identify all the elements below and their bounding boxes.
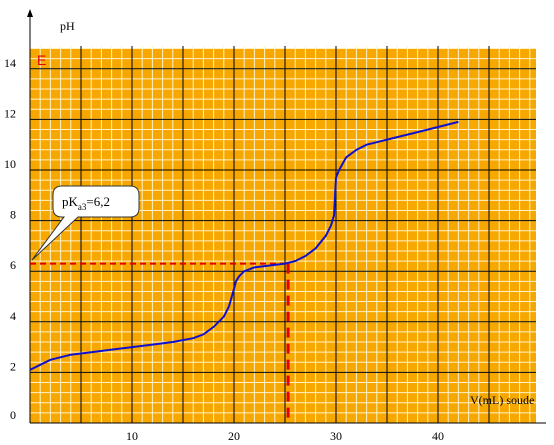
y-tick-label: 12 [4,106,16,120]
point-label-e: E [37,52,46,68]
pka-annotation: pKa3=6,2 [62,194,110,212]
y-axis-label: pH [60,19,75,33]
y-tick-label: 14 [4,56,16,70]
x-tick-label: 20 [228,429,240,443]
plot-area [30,48,536,423]
grid-major [30,46,536,423]
y-tick-label: 8 [10,208,16,222]
y-tick-label: 4 [10,309,16,323]
callout-bubble [31,185,140,261]
y-tick-label: 10 [4,157,16,171]
y-tick-label: 0 [10,408,16,422]
y-axis-arrow [27,9,33,17]
y-tick-label: 6 [10,258,16,272]
x-axis-label: V(mL) soude [470,393,534,407]
x-tick-label: 30 [330,429,342,443]
x-tick-label: 10 [126,429,138,443]
titration-curve-series [29,120,459,371]
pka-callout: pKa3=6,2 [31,185,140,261]
x-tick-label: 40 [432,429,444,443]
y-tick-label: 2 [10,359,16,373]
